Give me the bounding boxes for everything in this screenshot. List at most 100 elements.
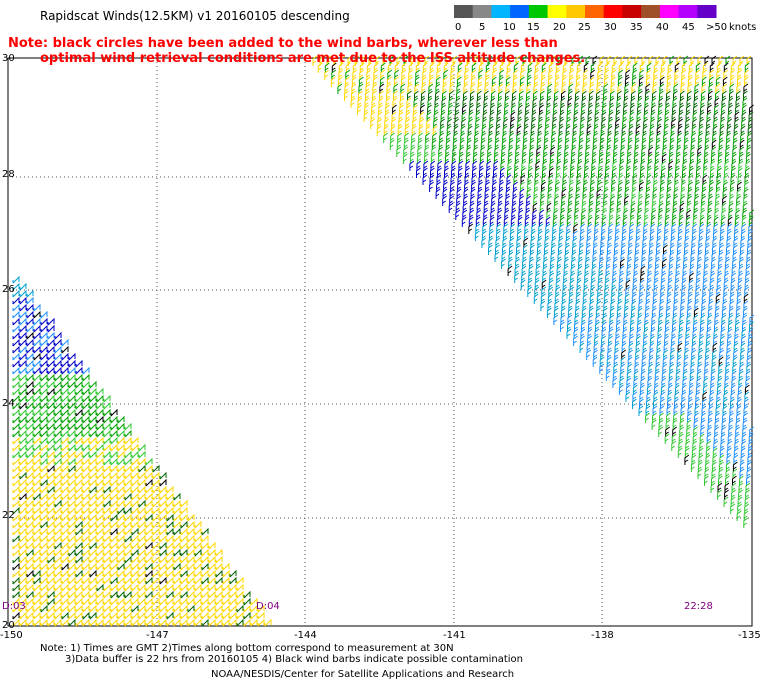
wind-barb [187, 576, 195, 585]
wind-barb [380, 69, 386, 80]
wind-barb [714, 104, 719, 115]
wind-barb [483, 97, 489, 108]
wind-barb [469, 209, 475, 220]
wind-barb [145, 492, 153, 501]
wind-barb [729, 300, 735, 311]
wind-barb [618, 286, 624, 297]
wind-barb [592, 251, 598, 262]
wind-barb [26, 562, 34, 571]
wind-barb [478, 62, 484, 73]
wind-barb [61, 457, 69, 466]
wind-barb [470, 188, 476, 199]
wind-barb [482, 223, 488, 234]
wind-barb [621, 244, 626, 255]
wind-barb [694, 83, 700, 94]
wind-barb [739, 55, 745, 66]
wind-barb [563, 167, 568, 178]
wind-barb [33, 562, 41, 571]
wind-barb [703, 272, 708, 283]
wind-barb [737, 391, 743, 402]
wind-barb [124, 506, 132, 515]
wind-barb [82, 464, 90, 473]
wind-barb [96, 562, 104, 571]
wind-barb [699, 118, 704, 129]
wind-barb [616, 97, 622, 108]
wind-barb [152, 513, 160, 522]
wind-barb [187, 548, 195, 557]
wind-barb [628, 342, 634, 353]
wind-barb [82, 520, 90, 529]
wind-barb [727, 335, 732, 346]
wind-barb [698, 237, 704, 248]
wind-barb [586, 125, 592, 136]
wind-barb [712, 244, 717, 255]
wind-barb [124, 562, 132, 571]
wind-barb [61, 569, 69, 578]
wind-barb [82, 562, 90, 571]
wind-barb [731, 377, 737, 388]
wind-barb [573, 223, 579, 234]
wind-barb [505, 83, 511, 94]
wind-barb [488, 132, 493, 143]
wind-barb [556, 160, 562, 171]
wind-barb [404, 125, 410, 136]
wind-barb [96, 478, 104, 487]
wind-barb [557, 139, 563, 150]
wind-barb [733, 454, 739, 465]
wind-barb [187, 562, 195, 571]
wind-barb [534, 286, 540, 297]
wind-barb [208, 555, 216, 564]
wind-barb [89, 394, 97, 403]
wind-barb [549, 167, 554, 178]
wind-barb [731, 167, 736, 178]
wind-barb [194, 541, 202, 550]
lat-label: 24 [2, 398, 15, 409]
wind-barb [373, 69, 379, 80]
wind-barb [547, 293, 553, 304]
wind-barb [649, 342, 655, 353]
wind-barb [145, 485, 153, 494]
wind-barb [633, 370, 639, 381]
wind-barb [526, 188, 532, 199]
wind-barb [712, 342, 718, 353]
wind-barb [19, 478, 27, 487]
wind-barb [515, 55, 521, 66]
wind-barb [503, 111, 509, 122]
wind-barb [506, 62, 512, 73]
wind-barb [117, 450, 125, 459]
wind-barb [731, 370, 737, 381]
wind-barb [687, 293, 693, 304]
wind-barb [145, 583, 153, 592]
wind-barb [33, 380, 41, 389]
wind-barb [599, 258, 604, 269]
wind-barb [96, 576, 104, 585]
wind-barb [33, 429, 41, 438]
wind-barb [648, 55, 654, 66]
wind-barb [549, 272, 554, 283]
wind-barb [103, 520, 111, 529]
wind-barb [680, 293, 686, 304]
wind-barb [550, 258, 555, 269]
wind-barb [96, 450, 104, 459]
wind-barb [615, 216, 621, 227]
wind-barb [555, 69, 561, 80]
wind-barb [54, 569, 62, 578]
wind-barb [61, 415, 69, 424]
wind-barb [704, 139, 710, 150]
wind-barb [679, 202, 685, 213]
wind-barb [711, 251, 717, 262]
wind-barb [659, 188, 665, 199]
wind-barb [589, 195, 594, 206]
wind-barb [19, 401, 27, 410]
wind-barb [725, 461, 731, 472]
wind-barb [152, 527, 160, 536]
wind-barb [665, 104, 670, 115]
wind-barb [581, 97, 587, 108]
wind-barb [110, 534, 118, 543]
wind-barb [494, 251, 500, 262]
wind-barb [630, 307, 636, 318]
wind-barb [702, 62, 708, 73]
wind-barb [707, 314, 713, 325]
wind-barb [683, 251, 689, 262]
wind-barb [463, 90, 468, 101]
